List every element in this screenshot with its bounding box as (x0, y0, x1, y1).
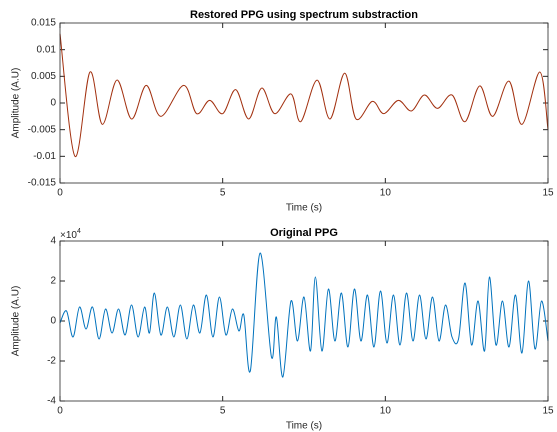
y-tick-label: 0.015 (31, 18, 56, 29)
multiplier-exponent: 4 (77, 228, 81, 235)
chart-title: Restored PPG using spectrum substraction (190, 9, 418, 21)
y-tick-label: -0.005 (28, 124, 57, 135)
chart-title: Original PPG (270, 227, 338, 239)
x-tick-label: 10 (380, 406, 392, 417)
y-tick-label: 0 (50, 98, 56, 109)
y-tick-label: 0 (50, 316, 56, 327)
x-tick-label: 0 (57, 406, 63, 417)
line-series (59, 33, 549, 157)
y-axis-label: Amplitude (A.U) (11, 286, 22, 357)
y-tick-label: -0.01 (33, 151, 56, 162)
y-tick-label: -0.015 (28, 178, 57, 189)
x-axis-label: Time (s) (286, 203, 322, 214)
y-multiplier: ×104 (60, 228, 81, 241)
x-tick-label: 5 (220, 406, 226, 417)
x-tick-label: 10 (380, 188, 392, 199)
axes-box (59, 240, 549, 402)
plot-area (60, 23, 548, 183)
y-tick-label: 4 (50, 236, 56, 247)
x-tick-label: 0 (57, 188, 63, 199)
line-series (59, 252, 549, 378)
y-axis-label: Amplitude (A.U) (11, 68, 22, 139)
y-tick-label: -4 (47, 396, 56, 407)
y-tick-label: 0.005 (31, 71, 56, 82)
y-tick-label: -2 (47, 356, 56, 367)
x-tick-label: 15 (542, 406, 554, 417)
multiplier-base: ×10 (60, 230, 77, 241)
y-tick-label: 0.01 (37, 44, 57, 55)
x-tick-label: 15 (542, 188, 554, 199)
axes-box (59, 22, 549, 184)
x-axis-label: Time (s) (286, 421, 322, 432)
y-tick-label: 2 (50, 276, 56, 287)
x-tick-label: 5 (220, 188, 226, 199)
